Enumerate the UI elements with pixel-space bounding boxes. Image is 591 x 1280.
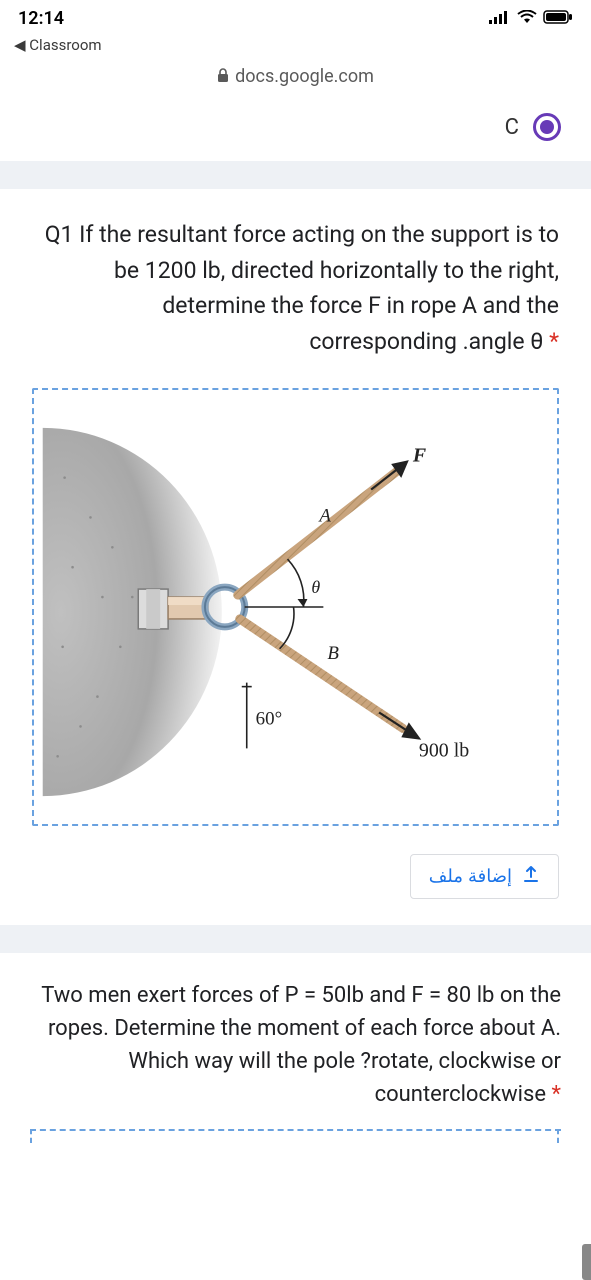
back-app-link[interactable]: ◀ Classroom [0,36,591,60]
wifi-icon [517,8,537,29]
battery-icon [543,8,573,29]
label-theta: θ [311,577,320,597]
url-bar[interactable]: docs.google.com [0,60,591,95]
question-1-figure: F A θ B 60° 900 lb [32,388,559,826]
angle-60: 60° [256,708,282,729]
section-divider-2 [0,925,591,953]
required-asterisk: * [549,328,559,355]
radio-selected[interactable] [533,113,561,141]
lock-icon [217,68,229,86]
status-time: 12:14 [18,8,64,29]
section-divider [0,161,591,189]
label-B: B [327,642,339,663]
radio-dot-icon [540,120,554,134]
force-900: 900 lb [419,739,469,761]
label-A: A [317,505,331,526]
scroll-indicator[interactable] [582,1244,591,1280]
question-2-card: Two men exert forces of P = 50lb and F =… [0,953,591,1153]
force-diagram-svg: F A θ B 60° 900 lb [42,398,549,816]
question-1-text: Q1 If the resultant force acting on the … [32,217,559,360]
status-right [489,8,573,29]
question-2-figure-top [30,1129,561,1153]
status-bar: 12:14 [0,0,591,36]
signal-icon [489,8,511,29]
back-chevron-icon: ◀ [14,36,26,54]
upload-icon [522,865,540,888]
form-section-header: C [0,95,591,161]
label-F: F [412,444,426,466]
required-asterisk-2: * [552,1082,561,1107]
question-1-card: Q1 If the resultant force acting on the … [0,189,591,925]
url-text: docs.google.com [235,66,374,87]
option-label: C [505,115,519,140]
back-app-label: Classroom [29,36,101,54]
add-file-button[interactable]: إضافة ملف [410,854,559,899]
upload-label: إضافة ملف [429,866,512,887]
question-2-text: Two men exert forces of P = 50lb and F =… [30,979,561,1111]
